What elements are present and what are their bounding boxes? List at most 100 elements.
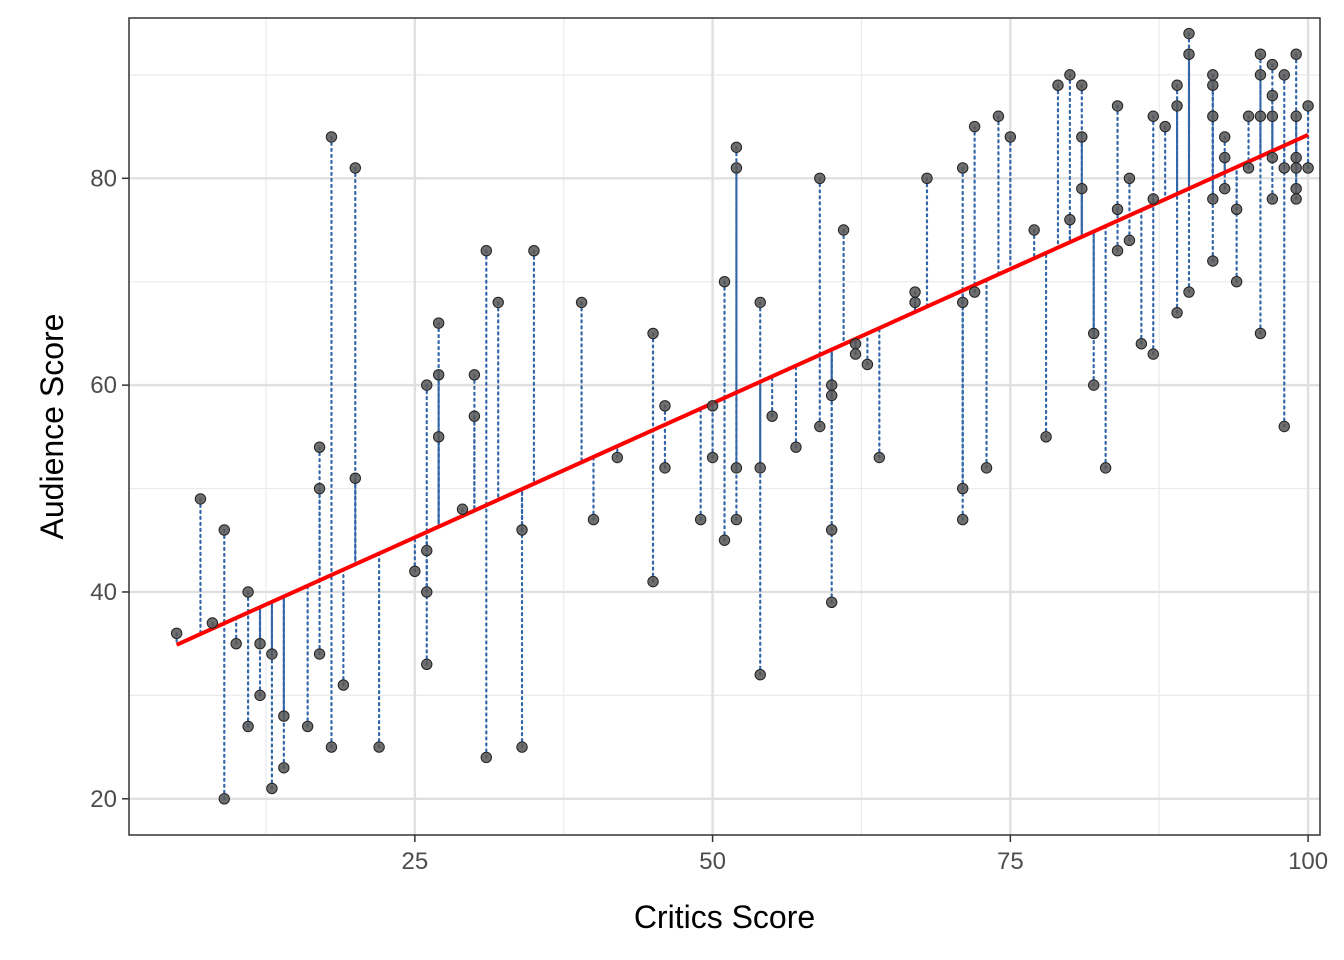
data-point: [754, 669, 766, 681]
data-point: [1278, 69, 1290, 81]
data-point: [730, 513, 743, 526]
data-point: [706, 451, 719, 464]
data-point: [421, 586, 433, 598]
data-point: [1052, 79, 1064, 91]
y-tick-label: 40: [90, 579, 117, 606]
data-point: [480, 244, 492, 257]
data-point: [659, 462, 671, 474]
x-axis-title: Critics Score: [634, 899, 815, 935]
data-point: [968, 120, 981, 133]
data-point: [1183, 286, 1195, 298]
data-point: [647, 327, 659, 340]
data-point: [337, 679, 350, 691]
data-point: [957, 482, 969, 495]
tick-labels: 25 50 75 100 20 40 60 80: [90, 165, 1328, 875]
data-point: [706, 400, 719, 412]
data-point: [206, 617, 219, 629]
data-point: [1099, 462, 1112, 474]
data-point: [730, 462, 743, 474]
data-point: [730, 162, 743, 174]
data-point: [1302, 100, 1314, 112]
data-point: [849, 348, 862, 360]
data-point: [1219, 151, 1231, 164]
x-tick-label: 25: [401, 848, 428, 875]
data-point: [313, 441, 326, 453]
data-point: [1207, 193, 1219, 205]
data-point: [468, 369, 481, 381]
data-point: [373, 741, 385, 753]
data-point: [1147, 348, 1159, 360]
data-point: [837, 224, 850, 236]
data-point: [1171, 307, 1183, 319]
data-point: [718, 534, 731, 546]
data-point: [254, 689, 266, 702]
data-point: [254, 637, 266, 650]
data-point: [1302, 162, 1314, 174]
data-point: [432, 369, 445, 381]
data-point: [278, 762, 290, 774]
data-point: [1183, 27, 1195, 40]
panel-border: [128, 17, 1321, 836]
data-point: [516, 741, 528, 753]
data-point: [1111, 203, 1124, 216]
data-point: [754, 296, 766, 309]
data-point: [1111, 244, 1124, 257]
data-point: [1290, 151, 1302, 164]
data-point: [1088, 327, 1100, 340]
data-point: [754, 462, 766, 474]
data-point: [421, 379, 433, 391]
data-point: [861, 358, 874, 371]
data-point: [1147, 193, 1159, 205]
y-tick-label: 80: [90, 165, 117, 192]
data-point: [1147, 110, 1159, 122]
data-point: [218, 793, 230, 805]
x-tick-label: 100: [1288, 848, 1328, 875]
x-tick-label: 75: [997, 848, 1024, 875]
data-point: [1028, 224, 1040, 236]
data-point: [218, 524, 230, 536]
data-point: [790, 441, 802, 453]
regression-line: [175, 133, 1309, 647]
data-point: [301, 720, 314, 733]
data-point: [957, 296, 969, 309]
data-point: [1254, 48, 1267, 60]
data-point: [1266, 151, 1279, 164]
data-point: [1088, 379, 1100, 391]
data-point: [825, 389, 838, 402]
data-point: [980, 462, 993, 474]
data-point: [194, 493, 207, 505]
data-point: [456, 503, 469, 515]
data-point: [1076, 79, 1088, 91]
data-point: [349, 162, 361, 174]
data-point: [1219, 182, 1231, 195]
data-point: [957, 162, 969, 174]
data-point: [1219, 131, 1231, 143]
data-point: [1064, 213, 1076, 226]
data-point: [825, 596, 838, 609]
data-point: [825, 524, 838, 536]
data-point: [825, 379, 838, 391]
data-point: [1230, 203, 1243, 216]
y-tick-label: 60: [90, 372, 117, 399]
data-point: [1207, 110, 1219, 122]
data-point: [718, 276, 731, 288]
data-point: [1290, 48, 1302, 60]
data-point: [1290, 182, 1302, 195]
data-point: [432, 317, 445, 329]
data-point: [1064, 69, 1076, 81]
data-point: [1242, 162, 1255, 174]
data-point: [313, 648, 326, 660]
data-point: [1266, 58, 1279, 71]
data-point: [575, 296, 588, 309]
data-point: [873, 451, 886, 464]
data-point: [1207, 255, 1219, 267]
data-point: [1290, 193, 1302, 205]
data-point: [1254, 327, 1267, 340]
data-point: [1004, 131, 1017, 143]
data-point: [421, 658, 433, 671]
data-point: [170, 627, 183, 640]
data-point: [1171, 100, 1183, 112]
data-point: [480, 751, 492, 764]
data-point: [230, 637, 242, 650]
